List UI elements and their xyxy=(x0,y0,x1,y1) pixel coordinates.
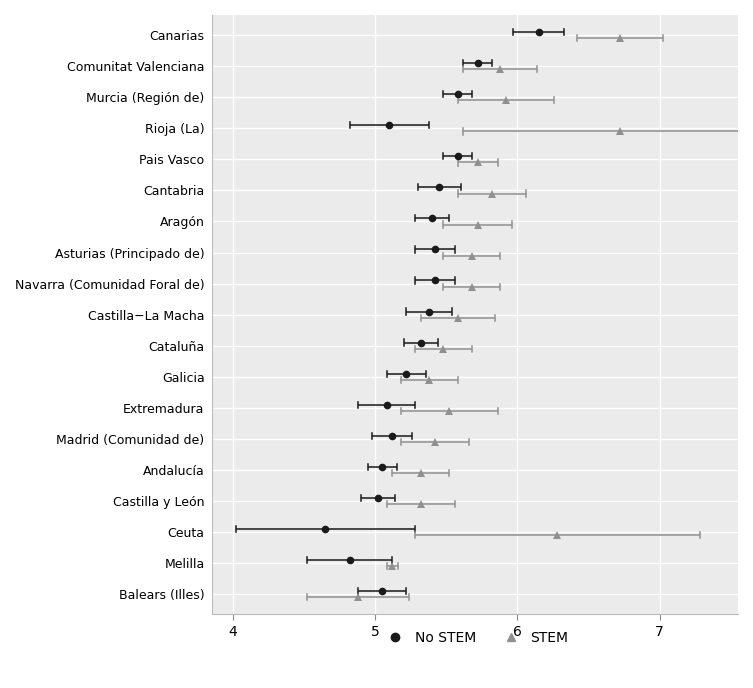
Legend: No STEM, STEM: No STEM, STEM xyxy=(376,625,574,650)
